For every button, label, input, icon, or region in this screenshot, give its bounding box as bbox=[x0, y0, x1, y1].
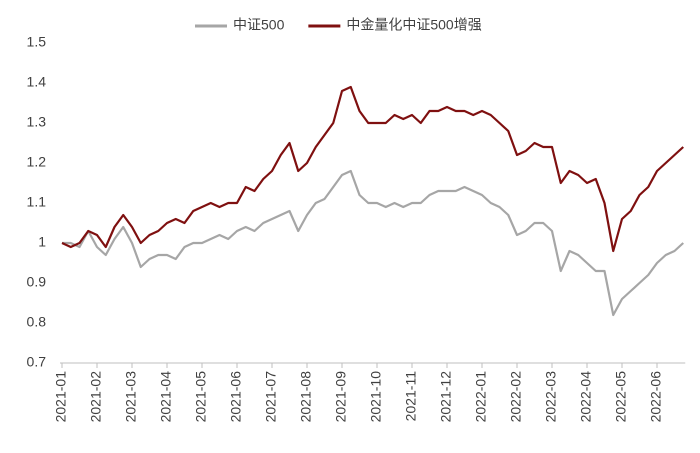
y-tick-label: 1.5 bbox=[27, 34, 47, 50]
x-tick-label: 2022-06 bbox=[648, 371, 664, 423]
x-tick-label: 2022-01 bbox=[473, 371, 489, 423]
series-line bbox=[62, 169, 684, 317]
x-tick-label: 2021-12 bbox=[438, 371, 454, 423]
legend-label: 中证500 bbox=[233, 17, 285, 33]
y-tick-label: 0.9 bbox=[27, 274, 47, 290]
y-tick-label: 1 bbox=[38, 234, 46, 250]
x-tick-label: 2021-11 bbox=[403, 371, 419, 422]
x-tick-label: 2021-09 bbox=[333, 371, 349, 423]
x-tick-label: 2021-04 bbox=[158, 371, 174, 423]
y-tick-label: 1.3 bbox=[27, 114, 47, 130]
legend-label: 中金量化中证500增强 bbox=[346, 17, 481, 33]
x-tick-label: 2021-05 bbox=[193, 371, 209, 423]
x-tick-label: 2021-08 bbox=[298, 371, 314, 423]
x-tick-label: 2021-02 bbox=[88, 371, 104, 423]
x-tick-label: 2021-10 bbox=[368, 371, 384, 423]
y-tick-label: 1.4 bbox=[27, 74, 47, 90]
series-line bbox=[61, 85, 684, 253]
x-tick-label: 2021-07 bbox=[263, 371, 279, 423]
y-tick-label: 1.2 bbox=[27, 154, 47, 170]
x-tick-label: 2022-05 bbox=[613, 371, 629, 423]
y-tick-label: 0.7 bbox=[27, 354, 47, 370]
x-tick-label: 2022-03 bbox=[543, 371, 559, 423]
y-tick-label: 1.1 bbox=[27, 194, 47, 210]
x-tick-label: 2022-02 bbox=[508, 371, 524, 423]
x-tick-label: 2021-06 bbox=[228, 371, 244, 423]
y-tick-label: 0.8 bbox=[27, 314, 47, 330]
x-tick-label: 2021-03 bbox=[123, 371, 139, 423]
x-tick-label: 2022-04 bbox=[578, 371, 594, 423]
x-tick-label: 2021-01 bbox=[53, 371, 69, 423]
